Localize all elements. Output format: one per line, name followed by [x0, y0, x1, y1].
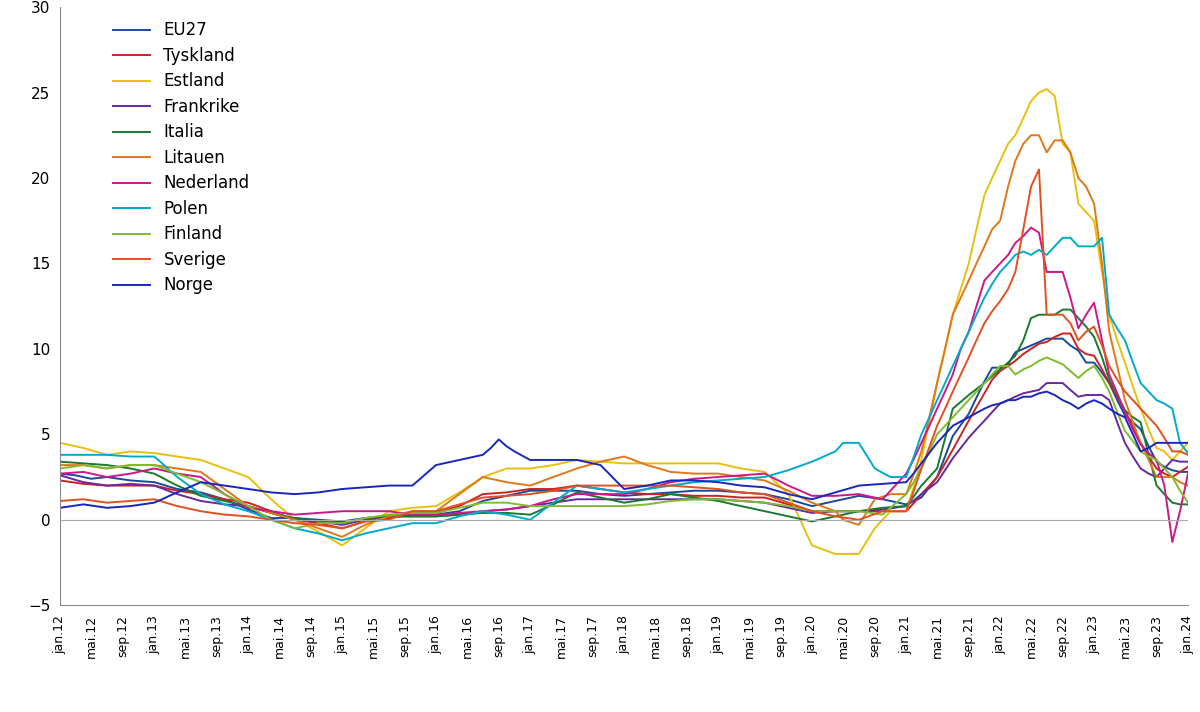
- Line: Frankrike: Frankrike: [60, 383, 1188, 525]
- Legend: EU27, Tyskland, Estland, Frankrike, Italia, Litauen, Nederland, Polen, Finland, : EU27, Tyskland, Estland, Frankrike, Ital…: [114, 21, 250, 295]
- Line: Finland: Finland: [60, 357, 1188, 528]
- Line: Sverige: Sverige: [60, 169, 1188, 528]
- Line: Tyskland: Tyskland: [60, 333, 1188, 528]
- Line: EU27: EU27: [60, 339, 1188, 521]
- Line: Norge: Norge: [60, 392, 1188, 508]
- Line: Polen: Polen: [60, 238, 1188, 540]
- Line: Italia: Italia: [60, 310, 1188, 523]
- Line: Litauen: Litauen: [60, 135, 1188, 537]
- Line: Estland: Estland: [60, 89, 1188, 554]
- Line: Nederland: Nederland: [60, 228, 1188, 542]
